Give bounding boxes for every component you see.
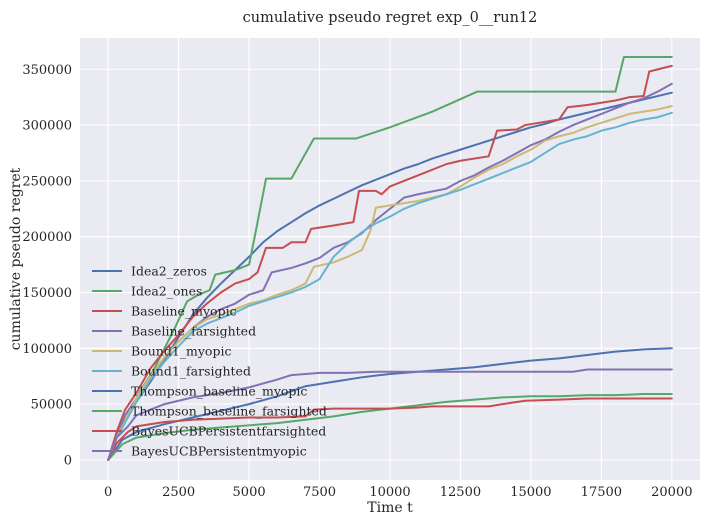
legend-item: Baseline_myopic: [92, 304, 237, 319]
legend: Idea2_zeros Idea2_ones Baseline_myopic Base…: [92, 264, 327, 459]
series-lines: [107, 55, 673, 461]
legend-item: BayesUCBPersistentmyopic: [92, 444, 307, 459]
x-tick-label: 20000: [651, 485, 692, 500]
y-tick-label: 50000: [31, 398, 72, 413]
legend-label: Thompson_baseline_farsighted: [131, 404, 327, 419]
legend-item: BayesUCBPersistentfarsighted: [92, 424, 326, 439]
legend-label: BayesUCBPersistentmyopic: [131, 444, 307, 459]
y-tick-label: 350000: [22, 63, 72, 78]
legend-label: Baseline_farsighted: [131, 324, 256, 339]
x-axis-ticks: 0 2500 5000 7500 10000 12500 15000 17500 20000: [104, 485, 692, 500]
x-tick-label: 0: [104, 485, 112, 500]
legend-label: Bound1_myopic: [131, 344, 231, 359]
series-line-5: [107, 111, 673, 461]
series-line-1: [107, 55, 673, 461]
legend-item: Bound1_farsighted: [92, 364, 251, 379]
x-tick-label: 12500: [440, 485, 481, 500]
x-tick-label: 7500: [303, 485, 336, 500]
legend-label: Baseline_myopic: [131, 304, 237, 319]
y-tick-label: 250000: [22, 174, 72, 189]
x-axis-label: Time t: [367, 500, 413, 516]
y-axis-ticks: 0 50000 100000 150000 200000 250000 300000 3500…: [22, 63, 72, 469]
legend-item: Baseline_farsighted: [92, 324, 256, 339]
series-line-4: [107, 105, 673, 461]
legend-label: BayesUCBPersistentfarsighted: [131, 424, 326, 439]
chart-title: cumulative pseudo regret exp_0__run12: [243, 10, 538, 26]
legend-label: Idea2_zeros: [131, 264, 207, 279]
x-tick-label: 15000: [510, 485, 551, 500]
legend-label: Bound1_farsighted: [131, 364, 251, 379]
y-tick-label: 300000: [22, 119, 72, 134]
legend-item: Thompson_baseline_farsighted: [92, 404, 327, 419]
legend-label: Thompson_baseline_myopic: [131, 384, 307, 399]
x-tick-label: 17500: [581, 485, 622, 500]
x-tick-label: 5000: [233, 485, 266, 500]
legend-item: Idea2_zeros: [92, 264, 207, 279]
x-tick-label: 10000: [369, 485, 410, 500]
x-tick-label: 2500: [162, 485, 195, 500]
y-tick-label: 150000: [22, 286, 72, 301]
legend-label: Idea2_ones: [131, 284, 202, 299]
series-line-2: [107, 64, 673, 461]
y-axis-label: cumulative pseudo regret: [8, 167, 24, 350]
legend-item: Bound1_myopic: [92, 344, 231, 359]
legend-item: Idea2_ones: [92, 284, 202, 299]
y-tick-label: 100000: [22, 342, 72, 357]
legend-item: Thompson_baseline_myopic: [92, 384, 307, 399]
series-line-7: [107, 393, 673, 461]
series-line-8: [107, 397, 673, 461]
y-tick-label: 0: [64, 453, 72, 468]
series-line-9: [107, 368, 673, 461]
y-tick-label: 200000: [22, 230, 72, 245]
